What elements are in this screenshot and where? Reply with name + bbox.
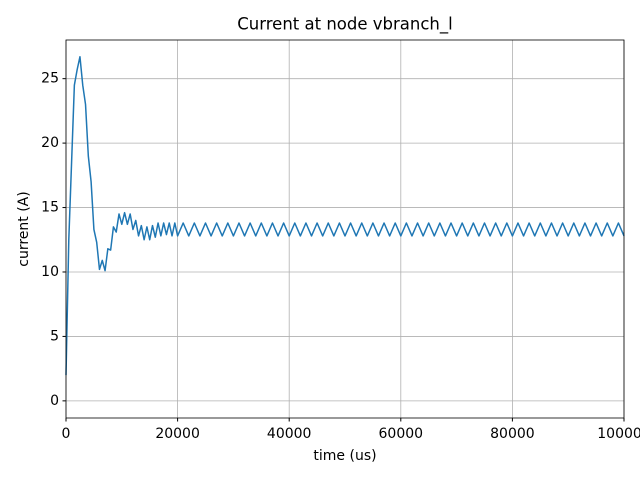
x-tick-label: 20000 bbox=[155, 426, 200, 442]
y-axis-label: current (A) bbox=[16, 191, 32, 266]
y-tick-label: 15 bbox=[41, 200, 59, 216]
plot-frame bbox=[65, 39, 625, 419]
y-tick-label: 10 bbox=[41, 264, 59, 280]
x-axis-label: time (us) bbox=[313, 448, 376, 464]
chart-title: Current at node vbranch_l bbox=[237, 15, 452, 35]
x-tick-label: 80000 bbox=[490, 426, 535, 442]
x-tick-label: 100000 bbox=[597, 426, 640, 442]
x-tick-label: 60000 bbox=[379, 426, 424, 442]
x-tick-label: 0 bbox=[62, 426, 71, 442]
data-line bbox=[65, 56, 625, 376]
x-tick-label: 40000 bbox=[267, 426, 312, 442]
y-tick-label: 5 bbox=[50, 328, 59, 344]
y-tick-label: 20 bbox=[41, 135, 59, 151]
y-tick-label: 25 bbox=[41, 71, 59, 87]
y-tick-label: 0 bbox=[50, 393, 59, 409]
